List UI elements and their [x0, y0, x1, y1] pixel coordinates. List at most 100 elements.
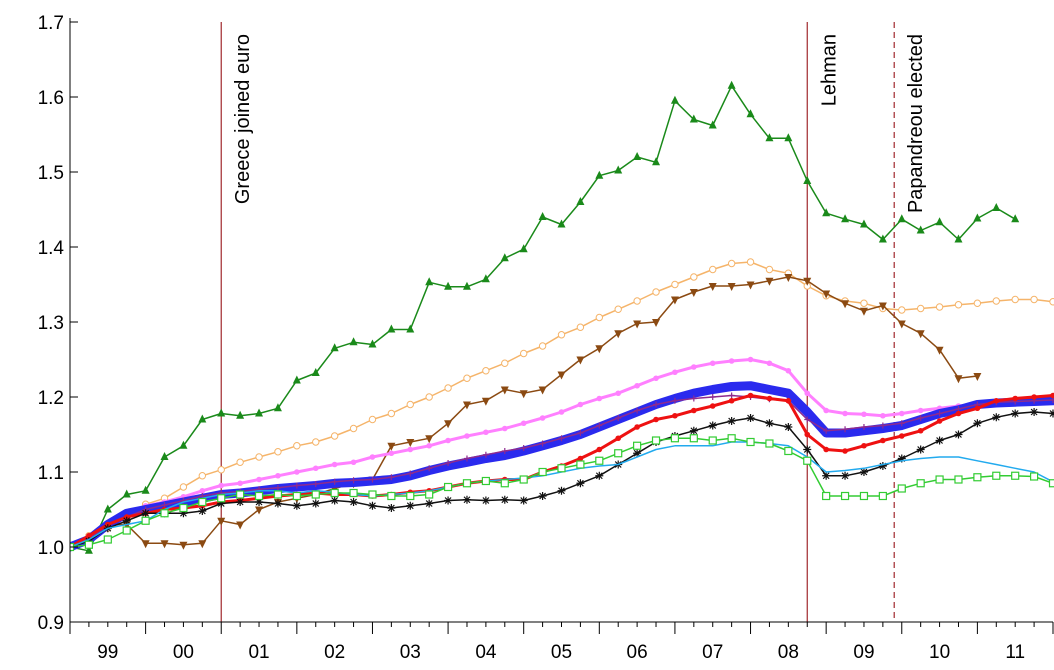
data-point: [634, 383, 640, 389]
x-tick-label: 01: [248, 642, 269, 663]
data-point: [672, 281, 678, 287]
y-tick-label: 1.1: [38, 463, 64, 484]
data-point: [710, 266, 716, 272]
data-point: [350, 337, 358, 345]
data-point: [728, 435, 735, 442]
data-point: [766, 440, 773, 447]
data-point: [842, 448, 848, 454]
data-point: [747, 259, 753, 265]
data-point: [576, 357, 584, 365]
data-point: [464, 433, 470, 439]
data-point: [823, 408, 829, 414]
data-point: [615, 435, 621, 441]
data-point: [861, 411, 867, 417]
data-point: [255, 507, 263, 515]
data-point: [784, 133, 792, 141]
data-point: [993, 472, 1000, 479]
data-point: [482, 497, 490, 505]
data-point: [992, 413, 1000, 421]
data-point: [634, 298, 640, 304]
data-point: [407, 493, 414, 500]
x-tick-label: 10: [929, 642, 950, 663]
data-point: [861, 300, 867, 306]
data-point: [1050, 480, 1054, 487]
data-point: [614, 166, 622, 174]
data-point: [709, 422, 717, 430]
data-point: [426, 443, 432, 449]
data-point: [653, 417, 659, 423]
data-point: [973, 419, 981, 427]
data-point: [275, 473, 281, 479]
data-point: [237, 459, 243, 465]
data-point: [294, 443, 300, 449]
data-point: [256, 454, 262, 460]
data-point: [992, 203, 1000, 211]
data-point: [672, 413, 678, 419]
data-point: [179, 542, 187, 550]
data-point: [539, 469, 546, 476]
data-point: [803, 176, 811, 184]
data-point: [841, 472, 849, 480]
data-point: [691, 274, 697, 280]
data-point: [785, 448, 792, 455]
data-point: [351, 459, 357, 465]
data-point: [369, 491, 376, 498]
data-point: [936, 476, 943, 483]
data-point: [350, 490, 357, 497]
x-tick-label: 11: [1005, 642, 1025, 663]
data-point: [520, 497, 528, 505]
y-tick-label: 1.5: [38, 163, 64, 184]
data-point: [879, 493, 886, 500]
x-tick-label: 08: [778, 642, 799, 663]
y-tick-label: 1.4: [38, 238, 65, 259]
data-point: [539, 343, 545, 349]
data-point: [426, 394, 432, 400]
data-point: [899, 433, 905, 439]
data-point: [559, 409, 565, 415]
series-line: [70, 86, 1015, 551]
data-point: [520, 390, 528, 398]
data-point: [728, 81, 736, 89]
data-point: [1012, 396, 1018, 402]
y-tick-label: 0.9: [38, 613, 64, 634]
data-point: [691, 408, 697, 414]
data-point: [899, 411, 905, 417]
data-point: [425, 500, 433, 508]
annotation-label: Lehman: [818, 34, 840, 106]
y-tick-label: 1.0: [38, 538, 64, 559]
data-point: [634, 424, 640, 430]
data-point: [691, 364, 697, 370]
data-point: [710, 360, 716, 366]
data-point: [823, 447, 829, 453]
data-point: [860, 493, 867, 500]
data-point: [614, 330, 622, 338]
data-point: [765, 419, 773, 427]
data-point: [539, 212, 547, 220]
data-point: [615, 306, 621, 312]
data-point: [104, 505, 112, 513]
data-point: [729, 393, 735, 399]
data-point: [368, 502, 376, 510]
data-point: [407, 447, 413, 453]
data-point: [880, 413, 886, 419]
data-point: [236, 522, 244, 530]
data-point: [823, 493, 830, 500]
x-tick-label: 03: [400, 642, 421, 663]
data-point: [578, 402, 584, 408]
data-point: [576, 479, 584, 487]
data-point: [672, 369, 678, 375]
data-point: [540, 415, 546, 421]
data-point: [558, 487, 566, 495]
data-point: [956, 411, 962, 417]
data-point: [728, 283, 736, 291]
data-point: [748, 357, 754, 363]
data-point: [804, 432, 810, 438]
x-tick-label: 07: [702, 642, 723, 663]
data-point: [955, 302, 961, 308]
x-tick-label: 99: [97, 642, 118, 663]
data-point: [1031, 473, 1038, 480]
data-point: [728, 417, 736, 425]
data-point: [936, 437, 944, 445]
data-point: [767, 396, 773, 402]
data-point: [615, 390, 621, 396]
